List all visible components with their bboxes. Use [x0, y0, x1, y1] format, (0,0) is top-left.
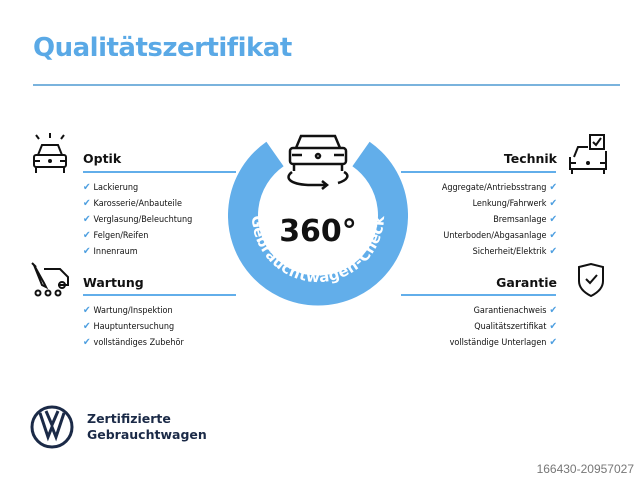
garantie-heading: Garantie [496, 275, 557, 290]
list-item: Qualitätszertifikat ✔ [474, 321, 557, 332]
list-item: Sicherheit/Elektrik ✔ [472, 246, 557, 257]
check-icon: ✔ [549, 321, 557, 332]
rotating-car-icon [287, 134, 349, 190]
check-icon: ✔ [549, 198, 557, 209]
check-icon: ✔ [549, 182, 557, 193]
check-icon: ✔ [549, 337, 557, 348]
optik-list: ✔ Lackierung ✔ Karosserie/Anbauteile ✔ Verg… [83, 180, 192, 260]
check-icon: ✔ [83, 230, 91, 241]
list-item: Garantienachweis ✔ [473, 305, 557, 316]
list-item: vollständige Unterlagen ✔ [449, 337, 557, 348]
list-item: ✔ Wartung/Inspektion [83, 305, 173, 316]
list-item: Unterboden/Abgasanlage ✔ [443, 230, 557, 241]
list-item: ✔ Hauptuntersuchung [83, 321, 175, 332]
list-item: ✔ Verglasung/Beleuchtung [83, 214, 193, 225]
check-icon: ✔ [83, 305, 91, 316]
list-item: Aggregate/Antriebsstrang ✔ [441, 182, 557, 193]
list-item: ✔ Felgen/Reifen [83, 230, 149, 241]
page-title: Qualitätszertifikat [33, 33, 292, 63]
shield-check-icon [578, 263, 604, 297]
check-icon: ✔ [83, 321, 91, 332]
check-icon: ✔ [549, 246, 557, 257]
ring [228, 141, 408, 306]
garantie-list: Garantienachweis ✔ Qualitätszertifikat ✔ v… [450, 303, 557, 351]
listing-id-watermark: 166430-20957027 [536, 462, 634, 476]
check-icon: ✔ [83, 246, 91, 257]
wartung-divider [83, 294, 236, 296]
list-item: ✔ Karosserie/Anbauteile [83, 198, 182, 209]
list-item: ✔ vollständiges Zubehör [83, 337, 184, 348]
optik-heading: Optik [83, 151, 122, 166]
wartung-list: ✔ Wartung/Inspektion ✔ Hauptuntersuchung ✔… [83, 303, 184, 351]
check-icon: ✔ [549, 230, 557, 241]
technik-list: Aggregate/Antriebsstrang ✔ Lenkung/Fahrwe… [442, 180, 557, 260]
title-divider [33, 84, 620, 86]
technik-heading: Technik [503, 151, 557, 166]
check-icon: ✔ [83, 198, 91, 209]
list-item: Bremsanlage ✔ [493, 214, 557, 225]
vw-logo [30, 405, 74, 449]
list-item: Lenkung/Fahrwerk ✔ [472, 198, 557, 209]
list-item: ✔ Lackierung [83, 182, 139, 193]
check-360-badge: Gebrauchtwagen-Check 360° [228, 134, 408, 306]
check-icon: ✔ [549, 305, 557, 316]
car-checklist-icon [569, 134, 607, 174]
360-label: 360° [279, 214, 357, 249]
check-icon: ✔ [83, 337, 91, 348]
check-icon: ✔ [549, 214, 557, 225]
wartung-heading: Wartung [83, 275, 144, 290]
technik-divider [401, 171, 556, 173]
garantie-divider [401, 294, 556, 296]
optik-divider [83, 171, 236, 173]
check-icon: ✔ [83, 182, 91, 193]
car-lights-icon [33, 133, 67, 173]
brand-name: Zertifizierte Gebrauchtwagen [87, 411, 207, 442]
list-item: ✔ Innenraum [83, 246, 138, 257]
service-truck-icon [31, 262, 69, 297]
check-icon: ✔ [83, 214, 91, 225]
